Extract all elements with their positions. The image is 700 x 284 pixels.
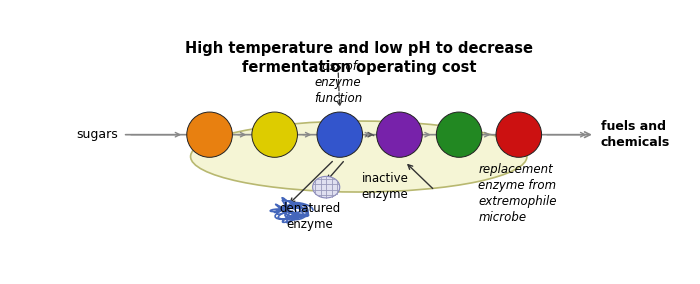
Ellipse shape [190,121,527,192]
Text: fuels and
chemicals: fuels and chemicals [601,120,670,149]
Text: loss of
enzyme
function: loss of enzyme function [314,60,363,105]
Ellipse shape [252,112,298,157]
Text: High temperature and low pH to decrease
fermentation operating cost: High temperature and low pH to decrease … [185,41,533,76]
Text: replacement
enzyme from
extremophile
microbe: replacement enzyme from extremophile mic… [478,163,556,224]
Text: denatured
enzyme: denatured enzyme [279,202,340,231]
Ellipse shape [496,112,542,157]
Text: inactive
enzyme: inactive enzyme [361,172,408,201]
Ellipse shape [377,112,422,157]
Ellipse shape [436,112,482,157]
Ellipse shape [317,112,363,157]
Text: sugars: sugars [77,128,118,141]
Ellipse shape [313,176,340,198]
Ellipse shape [187,112,232,157]
